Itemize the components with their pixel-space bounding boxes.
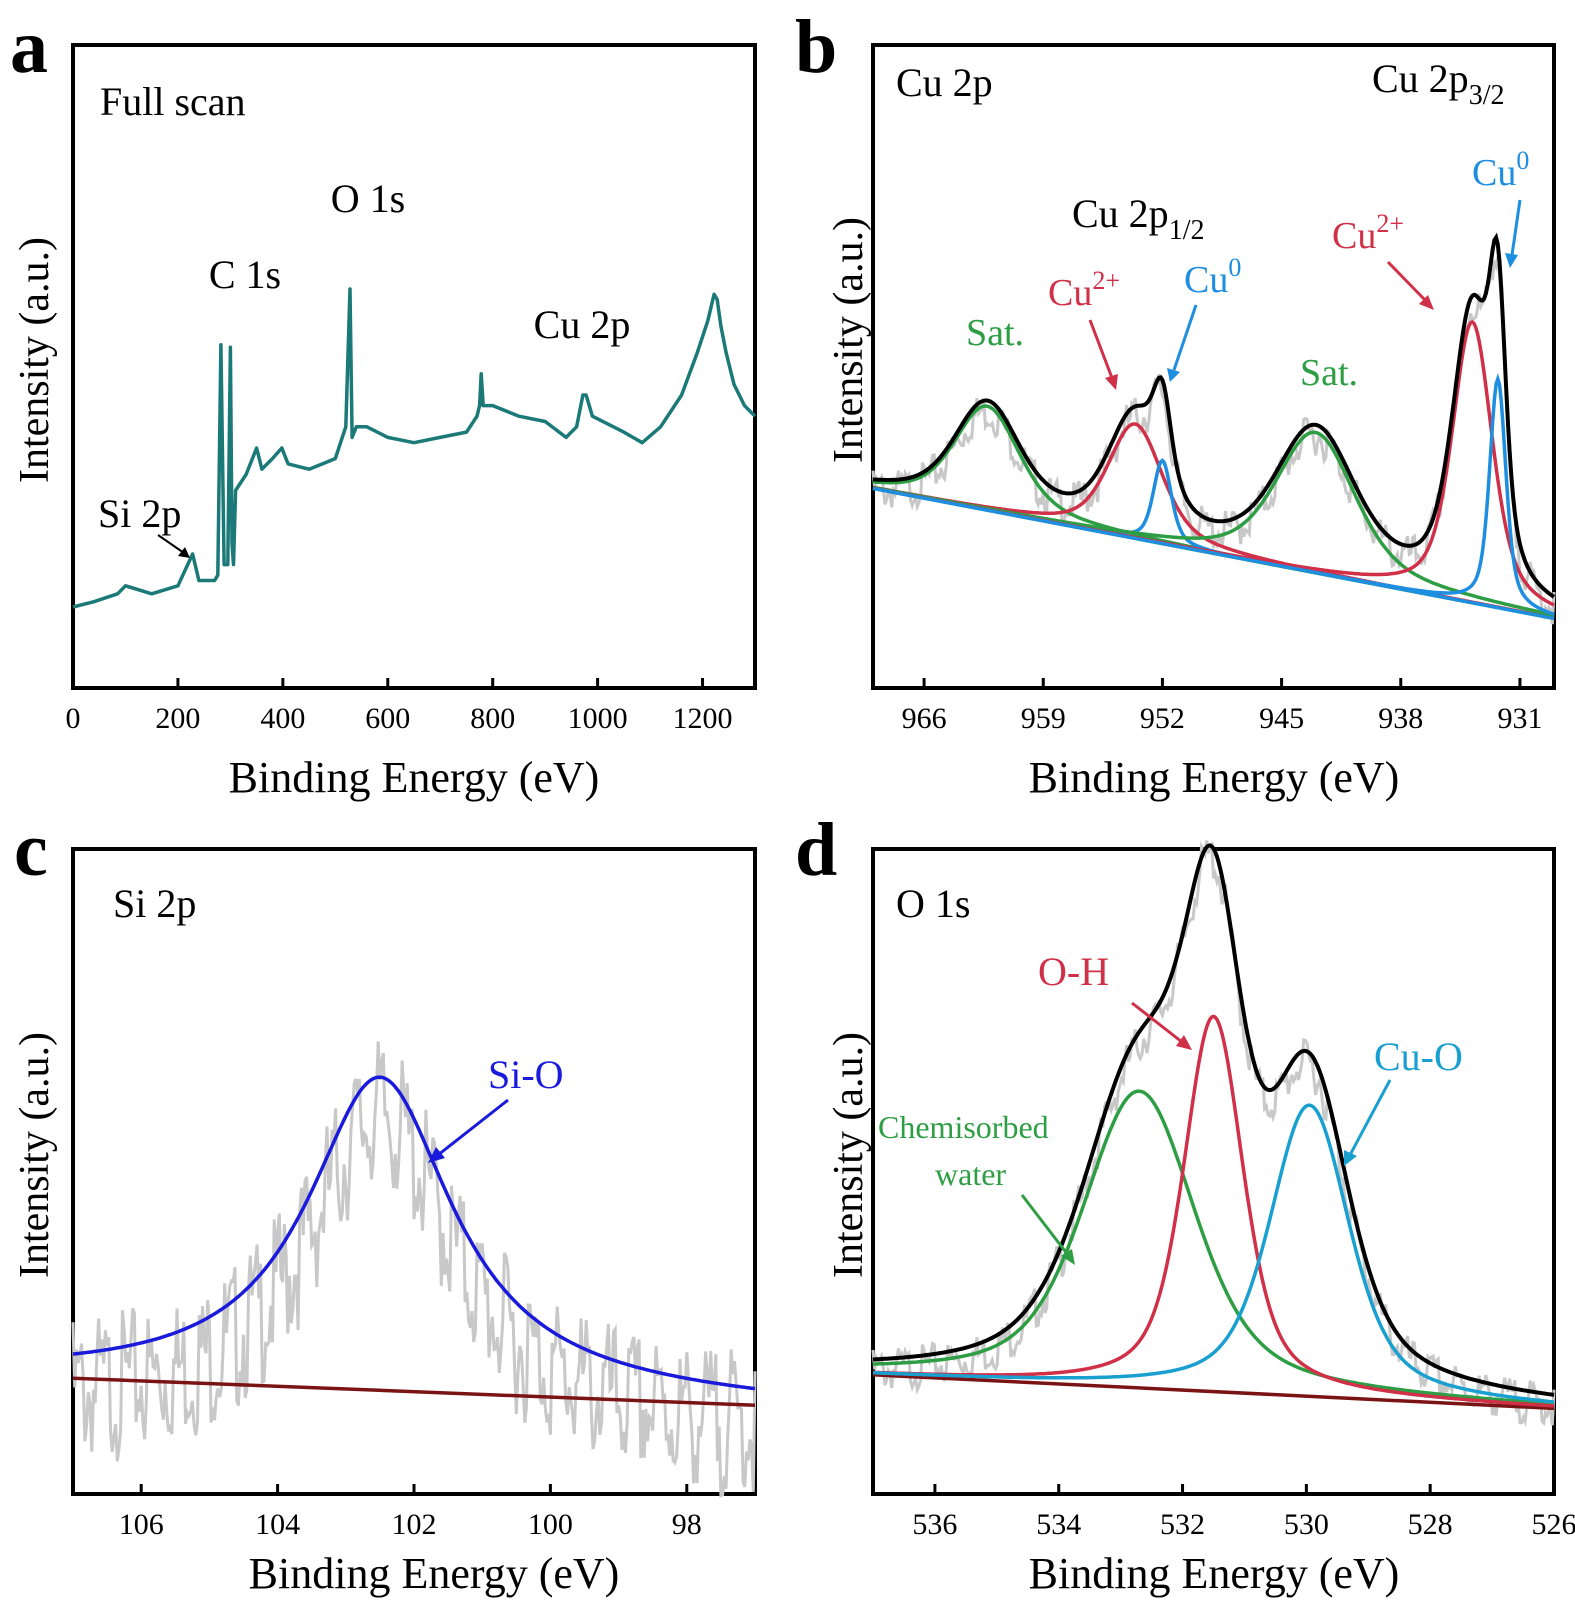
series-b — [871, 232, 1556, 625]
component-cu0 — [872, 372, 1555, 616]
xtick-label: 800 — [470, 702, 515, 735]
xtick-label: 528 — [1408, 1508, 1453, 1541]
annotation-sat-left: Sat. — [966, 312, 1024, 354]
annotation-water: water — [935, 1156, 1006, 1192]
xtick-label: 400 — [260, 702, 305, 735]
component-si-o — [72, 1075, 756, 1391]
xtick-label: 100 — [528, 1508, 573, 1541]
plot-frame-a — [71, 43, 757, 690]
arrow-cu2plus-right — [1386, 260, 1434, 310]
annotation-si2p: Si 2p — [98, 491, 181, 536]
xtick-label: 534 — [1036, 1508, 1081, 1541]
panel-letter-a: a — [10, 5, 48, 89]
xticks-d: 536 534 532 530 528 526 — [912, 1484, 1575, 1541]
xticks-a: 0 200 400 600 800 1000 1200 — [66, 678, 733, 735]
xtick-label: 530 — [1284, 1508, 1329, 1541]
annotation-o-h: O-H — [1038, 949, 1109, 994]
panel-letter-d: d — [795, 808, 837, 892]
component-cu-o — [872, 1103, 1555, 1404]
baseline-line — [872, 1373, 1555, 1411]
component-o-h — [872, 1014, 1555, 1408]
arrow-cu0-left — [1167, 304, 1198, 382]
component-cu2- — [872, 319, 1555, 607]
annotation-cu2p: Cu 2p — [534, 302, 631, 347]
baseline-line — [72, 1376, 756, 1407]
xtick-label: 938 — [1378, 702, 1423, 735]
series-a — [72, 287, 757, 609]
arrow-cu2plus-left — [1088, 319, 1118, 390]
envelope-line — [872, 232, 1556, 599]
annotation-si-o: Si-O — [488, 1052, 564, 1097]
series-c — [71, 1041, 757, 1498]
panel-title-d: O 1s — [896, 881, 970, 926]
panel-title-b: Cu 2p — [896, 60, 993, 105]
x-axis-label-c: Binding Energy (eV) — [249, 1549, 620, 1598]
y-axis-label-d: Intensity (a.u.) — [826, 1032, 872, 1278]
xtick-label: 104 — [255, 1508, 300, 1541]
panel-b-cu2p: b Cu 2p 966 959 952 945 938 931 Binding Energ… — [795, 5, 1556, 802]
annotation-chemisorbed: Chemisorbed — [878, 1109, 1049, 1145]
annotation-o1s: O 1s — [331, 176, 405, 221]
xtick-label: 931 — [1497, 702, 1542, 735]
xtick-label: 945 — [1259, 702, 1304, 735]
arrow-si-o — [428, 1098, 509, 1163]
raw-data-line — [71, 1041, 757, 1498]
panel-c-si2p: c Si 2p 106 104 102 100 98 Binding Energy (e… — [12, 808, 757, 1598]
annotation-cu2plus-left: Cu2+ — [1048, 266, 1120, 314]
xticks-c: 106 104 102 100 98 — [119, 1484, 702, 1541]
panel-letter-b: b — [795, 5, 837, 89]
arrow-cu-o — [1344, 1079, 1392, 1166]
xtick-label: 1200 — [673, 702, 733, 735]
xtick-label: 526 — [1532, 1508, 1575, 1541]
xtick-label: 952 — [1140, 702, 1185, 735]
panel-title-c: Si 2p — [113, 881, 196, 926]
y-axis-label-a: Intensity (a.u.) — [12, 237, 58, 483]
xtick-label: 98 — [672, 1508, 702, 1541]
arrow-si2p — [157, 534, 190, 558]
raw-data-line — [871, 840, 1556, 1428]
panel-d-o1s: d O 1s 536 534 532 530 528 526 Binding Energy… — [795, 808, 1575, 1598]
xtick-label: 536 — [912, 1508, 957, 1541]
arrow-water — [1020, 1194, 1075, 1265]
xtick-label: 106 — [119, 1508, 164, 1541]
xtick-label: 200 — [155, 702, 200, 735]
annotation-cu2p32: Cu 2p3/2 — [1372, 56, 1504, 111]
component-chemisorbed-water — [873, 1089, 1555, 1406]
xtick-label: 1000 — [568, 702, 628, 735]
annotation-cu2plus-right: Cu2+ — [1332, 209, 1404, 257]
survey-line — [72, 287, 757, 609]
xticks-b: 966 959 952 945 938 931 — [902, 678, 1542, 735]
y-axis-label-b: Intensity (a.u.) — [826, 217, 872, 463]
x-axis-label-b: Binding Energy (eV) — [1029, 753, 1400, 802]
panel-letter-c: c — [14, 808, 48, 892]
xtick-label: 102 — [392, 1508, 437, 1541]
x-axis-label-a: Binding Energy (eV) — [229, 753, 600, 802]
annotation-cu-o: Cu-O — [1374, 1034, 1463, 1079]
arrow-cu0-right — [1505, 199, 1522, 268]
panel-title-a: Full scan — [100, 79, 246, 124]
xtick-label: 966 — [902, 702, 947, 735]
xtick-label: 0 — [66, 702, 81, 735]
annotation-cu2p12: Cu 2p1/2 — [1072, 191, 1204, 246]
xtick-label: 959 — [1021, 702, 1066, 735]
series-d — [871, 840, 1556, 1428]
x-axis-label-d: Binding Energy (eV) — [1029, 1549, 1400, 1598]
envelope-line — [872, 843, 1555, 1397]
annotation-sat-right: Sat. — [1300, 352, 1358, 394]
arrow-o-h — [1131, 1001, 1192, 1050]
xtick-label: 532 — [1160, 1508, 1205, 1541]
annotation-cu0-right: Cu0 — [1472, 146, 1529, 194]
plot-frame-b — [871, 43, 1556, 690]
panel-a-full-scan: a Full scan 0 200 400 600 800 1000 1200 Bindin… — [10, 5, 757, 802]
annotation-c1s: C 1s — [209, 252, 281, 297]
annotation-cu0-left: Cu0 — [1184, 253, 1241, 301]
xtick-label: 600 — [365, 702, 410, 735]
y-axis-label-c: Intensity (a.u.) — [12, 1032, 58, 1278]
